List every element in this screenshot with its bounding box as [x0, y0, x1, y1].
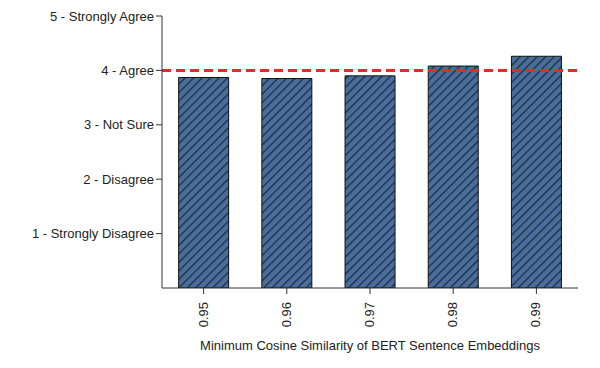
svg-text:0.97: 0.97 — [362, 302, 377, 327]
svg-text:0.99: 0.99 — [528, 302, 543, 327]
svg-text:Minimum Cosine Similarity of B: Minimum Cosine Similarity of BERT Senten… — [200, 338, 540, 353]
svg-text:0.95: 0.95 — [196, 302, 211, 327]
svg-text:4 - Agree: 4 - Agree — [101, 63, 154, 78]
svg-text:0.98: 0.98 — [445, 302, 460, 327]
svg-text:0.96: 0.96 — [279, 302, 294, 327]
svg-text:2 - Disagree: 2 - Disagree — [83, 172, 154, 187]
svg-text:1 - Strongly Disagree: 1 - Strongly Disagree — [32, 226, 154, 241]
svg-text:5 - Strongly Agree: 5 - Strongly Agree — [50, 9, 154, 24]
svg-text:3 - Not Sure: 3 - Not Sure — [84, 117, 154, 132]
